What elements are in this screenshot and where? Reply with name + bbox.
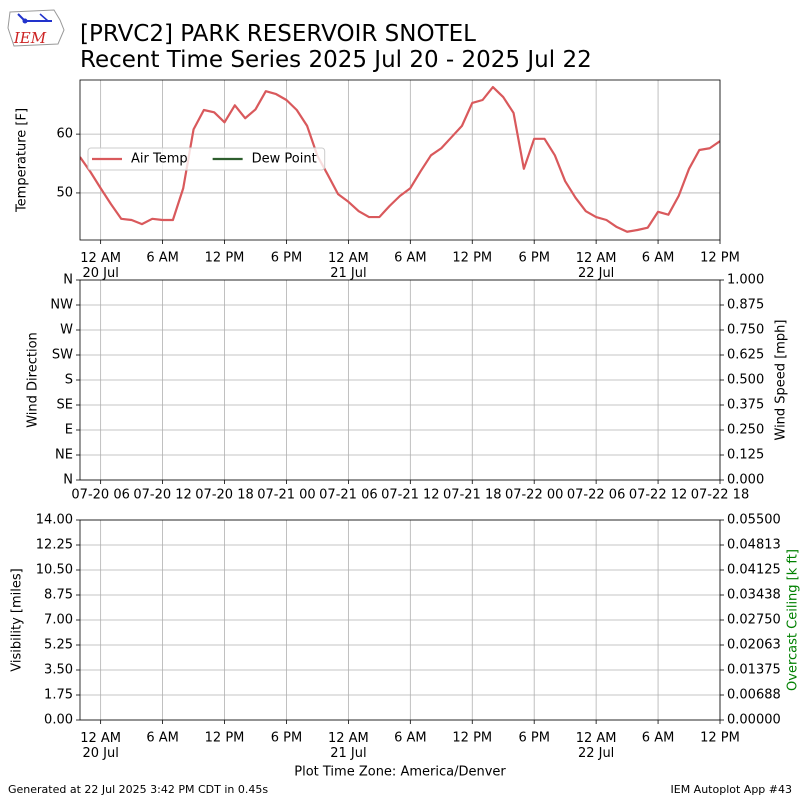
- x-tick-label: 6 AM: [642, 251, 675, 266]
- y2-tick-label: 0.750: [727, 323, 764, 338]
- y-tick-label: 14.00: [36, 513, 73, 528]
- plot-frame: [79, 279, 721, 481]
- y2-tick-label: 0.03438: [727, 588, 781, 603]
- logo-line: [39, 13, 49, 22]
- legend-label: Air Temp: [131, 152, 188, 167]
- x-tick-label: 12 PM: [700, 731, 740, 746]
- x-tick-label: 12 PM: [205, 731, 245, 746]
- x-tick-label: 6 AM: [146, 251, 179, 266]
- x-tick-label: 6 PM: [271, 731, 302, 746]
- x-tick-label: 12 PM: [205, 251, 245, 266]
- x-tick-label: 12 PM: [452, 251, 492, 266]
- y-tick-label: E: [65, 423, 73, 438]
- x-tick-label: 07-21 06: [319, 488, 377, 503]
- x-tick-label: 07-22 06: [567, 488, 625, 503]
- title-line: [PRVC2] PARK RESERVOIR SNOTEL: [80, 21, 476, 47]
- y2-tick-label: 0.01375: [727, 663, 781, 678]
- x-tick-label: 12 PM: [452, 731, 492, 746]
- y-tick-label: 10.50: [36, 563, 73, 578]
- footer-right: IEM Autoplot App #43: [671, 783, 793, 796]
- x-tick-label: 6 PM: [518, 731, 549, 746]
- y2-tick-label: 0.00000: [727, 713, 781, 728]
- logo-text: IEM: [13, 29, 47, 47]
- y2-tick-label: 0.875: [727, 298, 764, 313]
- y2-tick-label: 0.00688: [727, 688, 781, 703]
- x-tick-label: 6 AM: [394, 251, 427, 266]
- y-axis-label: Wind Direction: [26, 332, 41, 428]
- x-tick-label: 07-22 12: [629, 488, 687, 503]
- plot-frame: [79, 79, 721, 241]
- y2-tick-label: 0.04813: [727, 538, 781, 553]
- y-tick-label: 0.00: [44, 713, 73, 728]
- y-tick-label: 7.00: [44, 613, 73, 628]
- y2-tick-label: 0.04125: [727, 563, 781, 578]
- y2-tick-label: 0.125: [727, 448, 764, 463]
- x-tick-label: 12 AM 22 Jul: [576, 251, 617, 281]
- y2-tick-label: 0.02063: [727, 638, 781, 653]
- y-tick-label: NW: [50, 298, 73, 313]
- plot-frame: [79, 519, 721, 721]
- y2-tick-label: 0.250: [727, 423, 764, 438]
- x-tick-label: 12 PM: [700, 251, 740, 266]
- y-tick-label: 12.25: [36, 538, 73, 553]
- y-tick-label: 60: [56, 127, 73, 142]
- y-tick-label: NE: [55, 448, 73, 463]
- y-axis-label: Visibility [miles]: [10, 568, 25, 671]
- x-tick-label: 6 AM: [146, 731, 179, 746]
- y-tick-label: SW: [52, 348, 73, 363]
- x-tick-label: 07-20 18: [195, 488, 253, 503]
- y2-tick-label: 0.000: [727, 473, 764, 488]
- x-tick-label: 07-20 06: [71, 488, 129, 503]
- y2-axis-label: Overcast Ceiling [k ft]: [786, 549, 800, 691]
- x-tick-label: 6 AM: [394, 731, 427, 746]
- y-axis-label: Temperature [F]: [15, 108, 30, 213]
- y-tick-label: 3.50: [44, 663, 73, 678]
- x-tick-label: 07-21 18: [443, 488, 501, 503]
- y-tick-label: 5.25: [44, 638, 73, 653]
- y-tick-label: 50: [56, 185, 73, 200]
- y2-tick-label: 0.02750: [727, 613, 781, 628]
- x-tick-label: 6 PM: [518, 251, 549, 266]
- x-tick-label: 07-22 18: [691, 488, 749, 503]
- x-tick-label: 07-21 00: [257, 488, 315, 503]
- legend-label: Dew Point: [252, 152, 317, 167]
- y-tick-label: 1.75: [44, 688, 73, 703]
- y-tick-label: SE: [57, 398, 73, 413]
- x-tick-label: 12 AM 21 Jul: [328, 251, 369, 281]
- y-tick-label: W: [60, 323, 73, 338]
- x-axis-label: Plot Time Zone: America/Denver: [294, 765, 506, 780]
- y-tick-label: 8.75: [44, 588, 73, 603]
- x-tick-label: 6 AM: [642, 731, 675, 746]
- legend: Air Temp Dew Point: [87, 147, 326, 171]
- logo-dot: [22, 18, 28, 24]
- legend-frame: [87, 147, 326, 171]
- footer-left: Generated at 22 Jul 2025 3:42 PM CDT in …: [8, 783, 268, 796]
- y-tick-label: S: [65, 373, 73, 388]
- logo: IEM: [7, 9, 65, 47]
- x-tick-label: 12 AM 20 Jul: [80, 251, 121, 281]
- x-tick-label: 07-21 12: [381, 488, 439, 503]
- x-tick-label: 07-20 12: [133, 488, 191, 503]
- y-tick-label: N: [63, 273, 73, 288]
- x-tick-label: 12 AM 22 Jul: [576, 731, 617, 761]
- logo-outline: [7, 9, 65, 47]
- y2-tick-label: 0.500: [727, 373, 764, 388]
- x-tick-label: 07-22 00: [505, 488, 563, 503]
- x-tick-label: 12 AM 20 Jul: [80, 731, 121, 761]
- y2-tick-label: 0.05500: [727, 513, 781, 528]
- title-line: Recent Time Series 2025 Jul 20 - 2025 Ju…: [80, 47, 592, 73]
- y2-tick-label: 0.625: [727, 348, 764, 363]
- y2-tick-label: 1.000: [727, 273, 764, 288]
- y2-axis-label: Wind Speed [mph]: [774, 320, 789, 441]
- y-tick-label: N: [63, 473, 73, 488]
- x-tick-label: 6 PM: [271, 251, 302, 266]
- x-tick-label: 12 AM 21 Jul: [328, 731, 369, 761]
- y2-tick-label: 0.375: [727, 398, 764, 413]
